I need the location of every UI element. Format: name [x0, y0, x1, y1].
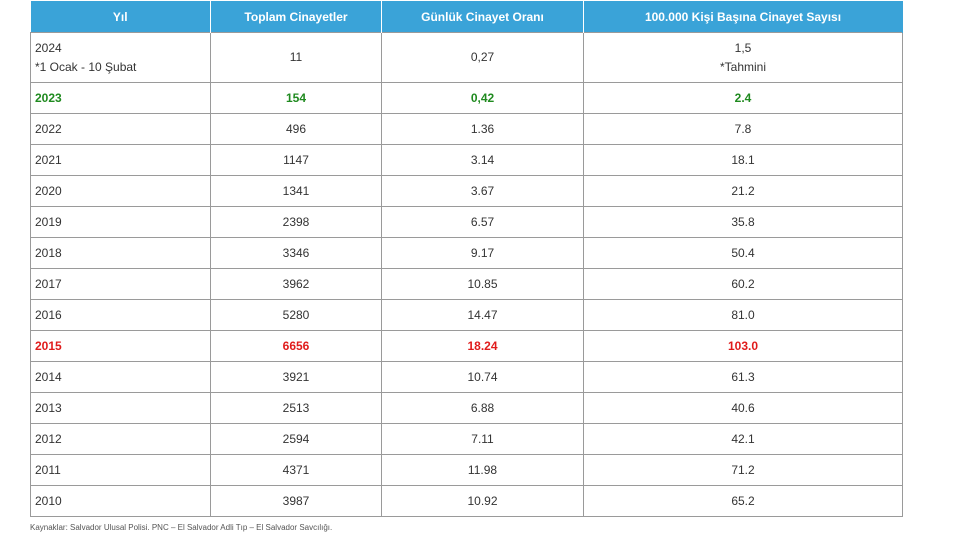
cell-daily: 7.11	[381, 423, 584, 455]
cell-total: 2398	[210, 206, 382, 238]
cell-per100k: 50.4	[583, 237, 903, 269]
cell-total: 2594	[210, 423, 382, 455]
cell-total: 2513	[210, 392, 382, 424]
cell-per100k: 18.1	[583, 144, 903, 176]
cell-daily: 6.57	[381, 206, 584, 238]
table-row: 2012 2594 7.11 42.1	[30, 423, 903, 455]
cell-year: 2018	[30, 237, 211, 269]
cell-per100k: 2.4	[583, 82, 903, 114]
cell-total: 3962	[210, 268, 382, 300]
cell-year: 2020	[30, 175, 211, 207]
cell-year: 2019	[30, 206, 211, 238]
table-row: 2021 1147 3.14 18.1	[30, 144, 903, 176]
table-row: 2017 3962 10.85 60.2	[30, 268, 903, 300]
header-total-murders: Toplam Cinayetler	[210, 1, 382, 33]
cell-daily: 14.47	[381, 299, 584, 331]
cell-per100k: 65.2	[583, 485, 903, 517]
sources-note: Kaynaklar: Salvador Ulusal Polisi. PNC –…	[30, 523, 333, 532]
cell-year: 2014	[30, 361, 211, 393]
header-year: Yıl	[30, 1, 211, 33]
cell-total: 154	[210, 82, 382, 114]
cell-daily: 18.24	[381, 330, 584, 362]
table-row: 2011 4371 11.98 71.2	[30, 454, 903, 486]
cell-daily: 6.88	[381, 392, 584, 424]
cell-daily: 10.85	[381, 268, 584, 300]
cell-per100k: 103.0	[583, 330, 903, 362]
table-row: 2022 496 1.36 7.8	[30, 113, 903, 145]
table-row: 2013 2513 6.88 40.6	[30, 392, 903, 424]
cell-year: 2017	[30, 268, 211, 300]
cell-total: 1147	[210, 144, 382, 176]
murder-stats-table-container: Yıl Toplam Cinayetler Günlük Cinayet Ora…	[30, 1, 903, 517]
header-daily-rate: Günlük Cinayet Oranı	[381, 1, 584, 33]
cell-per100k: 35.8	[583, 206, 903, 238]
table-row: 2018 3346 9.17 50.4	[30, 237, 903, 269]
year-note: *1 Ocak - 10 Şubat	[35, 59, 137, 74]
cell-total: 3987	[210, 485, 382, 517]
per100k-note: *Tahmini	[719, 59, 767, 74]
table-row: 2023 154 0,42 2.4	[30, 82, 903, 114]
cell-year: 2016	[30, 299, 211, 331]
cell-total: 3346	[210, 237, 382, 269]
cell-year: 2010	[30, 485, 211, 517]
cell-per100k: 7.8	[583, 113, 903, 145]
cell-year: 2023	[30, 82, 211, 114]
cell-per100k: 71.2	[583, 454, 903, 486]
murder-stats-table: Yıl Toplam Cinayetler Günlük Cinayet Ora…	[30, 1, 903, 517]
cell-total: 5280	[210, 299, 382, 331]
cell-year: 2022	[30, 113, 211, 145]
cell-total: 11	[210, 32, 382, 83]
cell-total: 3921	[210, 361, 382, 393]
cell-year: 2021	[30, 144, 211, 176]
cell-per100k: 81.0	[583, 299, 903, 331]
cell-daily: 9.17	[381, 237, 584, 269]
cell-total: 6656	[210, 330, 382, 362]
cell-total: 496	[210, 113, 382, 145]
table-row: 2015 6656 18.24 103.0	[30, 330, 903, 362]
cell-year: 2024 *1 Ocak - 10 Şubat	[30, 32, 211, 83]
cell-daily: 10.92	[381, 485, 584, 517]
cell-per100k: 1,5 *Tahmini	[583, 32, 903, 83]
cell-year: 2015	[30, 330, 211, 362]
cell-per100k: 60.2	[583, 268, 903, 300]
table-row: 2024 *1 Ocak - 10 Şubat 11 0,27 1,5 *Tah…	[30, 32, 903, 83]
header-per-100k: 100.000 Kişi Başına Cinayet Sayısı	[583, 1, 903, 33]
table-body: 2024 *1 Ocak - 10 Şubat 11 0,27 1,5 *Tah…	[30, 32, 903, 517]
cell-daily: 0,42	[381, 82, 584, 114]
cell-per100k: 21.2	[583, 175, 903, 207]
per100k-value: 1,5	[734, 40, 752, 55]
cell-daily: 0,27	[381, 32, 584, 83]
table-row: 2020 1341 3.67 21.2	[30, 175, 903, 207]
cell-year: 2011	[30, 454, 211, 486]
cell-daily: 11.98	[381, 454, 584, 486]
cell-daily: 10.74	[381, 361, 584, 393]
cell-daily: 3.67	[381, 175, 584, 207]
table-row: 2010 3987 10.92 65.2	[30, 485, 903, 517]
cell-year: 2013	[30, 392, 211, 424]
cell-daily: 3.14	[381, 144, 584, 176]
cell-year: 2012	[30, 423, 211, 455]
cell-daily: 1.36	[381, 113, 584, 145]
year-value: 2024	[35, 40, 62, 55]
cell-total: 4371	[210, 454, 382, 486]
table-row: 2019 2398 6.57 35.8	[30, 206, 903, 238]
table-row: 2016 5280 14.47 81.0	[30, 299, 903, 331]
cell-per100k: 42.1	[583, 423, 903, 455]
table-header-row: Yıl Toplam Cinayetler Günlük Cinayet Ora…	[30, 1, 903, 33]
cell-per100k: 40.6	[583, 392, 903, 424]
table-row: 2014 3921 10.74 61.3	[30, 361, 903, 393]
cell-per100k: 61.3	[583, 361, 903, 393]
cell-total: 1341	[210, 175, 382, 207]
